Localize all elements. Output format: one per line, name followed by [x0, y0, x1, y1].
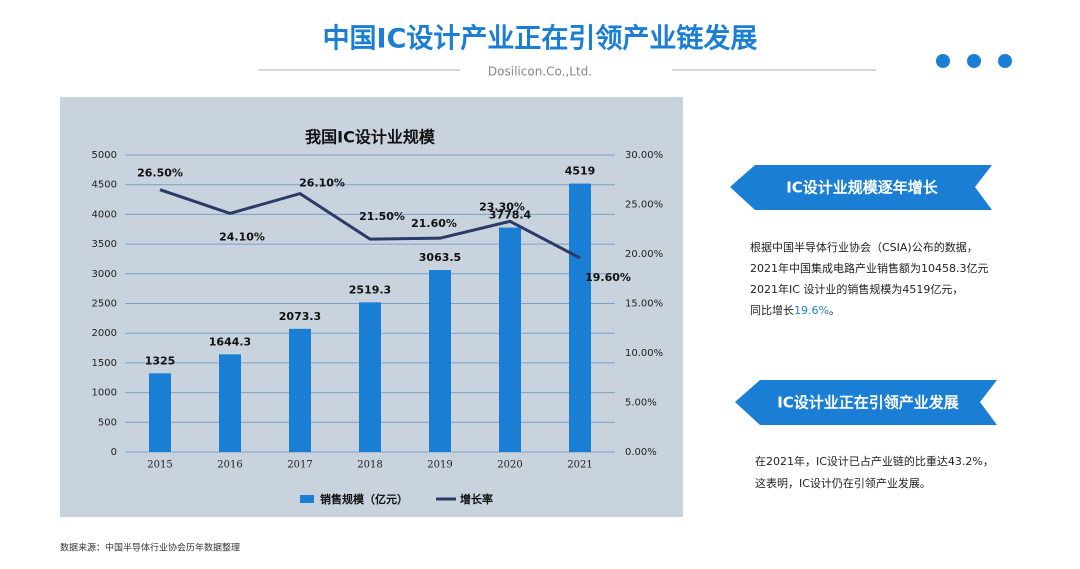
bar: [289, 328, 311, 452]
y-tick-label: 2000: [92, 328, 117, 339]
y2-tick-label: 15.00%: [625, 299, 663, 310]
data-label: 24.10%: [219, 230, 265, 243]
y-tick-label: 1500: [92, 358, 117, 369]
data-label: 3063.5: [419, 251, 461, 264]
line: [159, 188, 581, 260]
slide-title: 中国IC设计产业正在引领产业链发展: [323, 23, 758, 55]
panels: 根据中国半导体行业协会（CSIA)公布的数据， 2021年中国集成电路产业销售额为…: [750, 240, 994, 490]
data-label: 26.50%: [137, 167, 183, 180]
data-label: 19.60%: [585, 271, 631, 284]
y2-tick-label: 30.00%: [625, 150, 663, 161]
chart-title: 我国IC设计业规模: [305, 128, 436, 147]
dot: [998, 54, 1012, 68]
y-tick-label: 4500: [92, 180, 117, 191]
x-tick-label: 2019: [427, 460, 452, 471]
panel-text: 同比增长19.6%。: [750, 303, 840, 317]
data-label: 4519: [565, 165, 596, 178]
data-label: 21.50%: [359, 210, 405, 223]
x-tick-label: 2018: [357, 460, 382, 471]
y2-tick-label: 25.00%: [625, 200, 663, 211]
bar: [359, 302, 381, 452]
y-tick-label: 3500: [92, 239, 117, 250]
y2-tick-label: 10.00%: [625, 348, 663, 359]
text-run: 19.6%: [794, 304, 829, 317]
panel-text: 在2021年，IC设计已占产业链的比重达43.2%，: [755, 454, 994, 468]
data-label: 23.30%: [479, 200, 525, 213]
data-label: 1325: [145, 354, 176, 367]
bar: [149, 373, 171, 452]
dot: [967, 54, 981, 68]
panel-text: 根据中国半导体行业协会（CSIA)公布的数据，: [750, 240, 978, 254]
x-tick-label: 2017: [287, 460, 312, 471]
panel-text: 2021年中国集成电路产业销售额为10458.3亿元: [750, 261, 988, 275]
banner: [730, 165, 992, 210]
y-tick-label: 0: [111, 447, 117, 458]
data-label: 1644.3: [209, 335, 251, 348]
chart: 0 500 1000 1500 2000 2500 3000 3500 4000 4500 5000…: [92, 150, 664, 506]
subtitle: Dosilicon.Co.,Ltd.: [488, 65, 592, 79]
legend-label: 销售规模（亿元）: [320, 492, 408, 506]
data-label: 2519.3: [349, 283, 391, 296]
x-tick-label: 2020: [497, 460, 522, 471]
y-tick-label: 1000: [92, 388, 117, 399]
bar: [569, 183, 591, 452]
y-tick-label: 500: [98, 417, 117, 428]
y-tick-label: 5000: [92, 150, 117, 161]
y2-tick-label: 5.00%: [625, 398, 657, 409]
y-tick-label: 4000: [92, 209, 117, 220]
y-tick-label: 3000: [92, 269, 117, 280]
data-label: 3778.4: [489, 209, 532, 222]
panel-heading: IC设计业正在引领产业发展: [777, 394, 959, 412]
bar: [429, 270, 451, 452]
x-tick-label: 2016: [217, 460, 242, 471]
legend-label: 增长率: [460, 492, 493, 506]
data-label: 2073.3: [279, 310, 321, 323]
x-tick-label: 2021: [567, 460, 592, 471]
legend-swatch: [300, 495, 314, 503]
panel-text: 2021年IC 设计业的销售规模为4519亿元，: [750, 282, 963, 296]
y2-tick-label: 20.00%: [625, 249, 663, 260]
x-tick-label: 2015: [147, 460, 172, 471]
dot: [936, 54, 950, 68]
bar: [219, 354, 241, 452]
panel-heading: IC设计业规模逐年增长: [786, 179, 939, 197]
bar: [499, 227, 521, 452]
data-label: 21.60%: [411, 217, 457, 230]
y-tick-label: 2500: [92, 299, 117, 310]
banner: [735, 380, 997, 425]
text-run: 同比增长: [750, 303, 794, 317]
text-run: 。: [829, 304, 840, 317]
panel-text: 这表明，IC设计仍在引领产业发展。: [755, 476, 931, 490]
footer: 数据来源：中国半导体行业协会历年数据整理: [60, 542, 240, 554]
y2-tick-label: 0.00%: [625, 447, 657, 458]
data-label: 26.10%: [299, 177, 345, 190]
